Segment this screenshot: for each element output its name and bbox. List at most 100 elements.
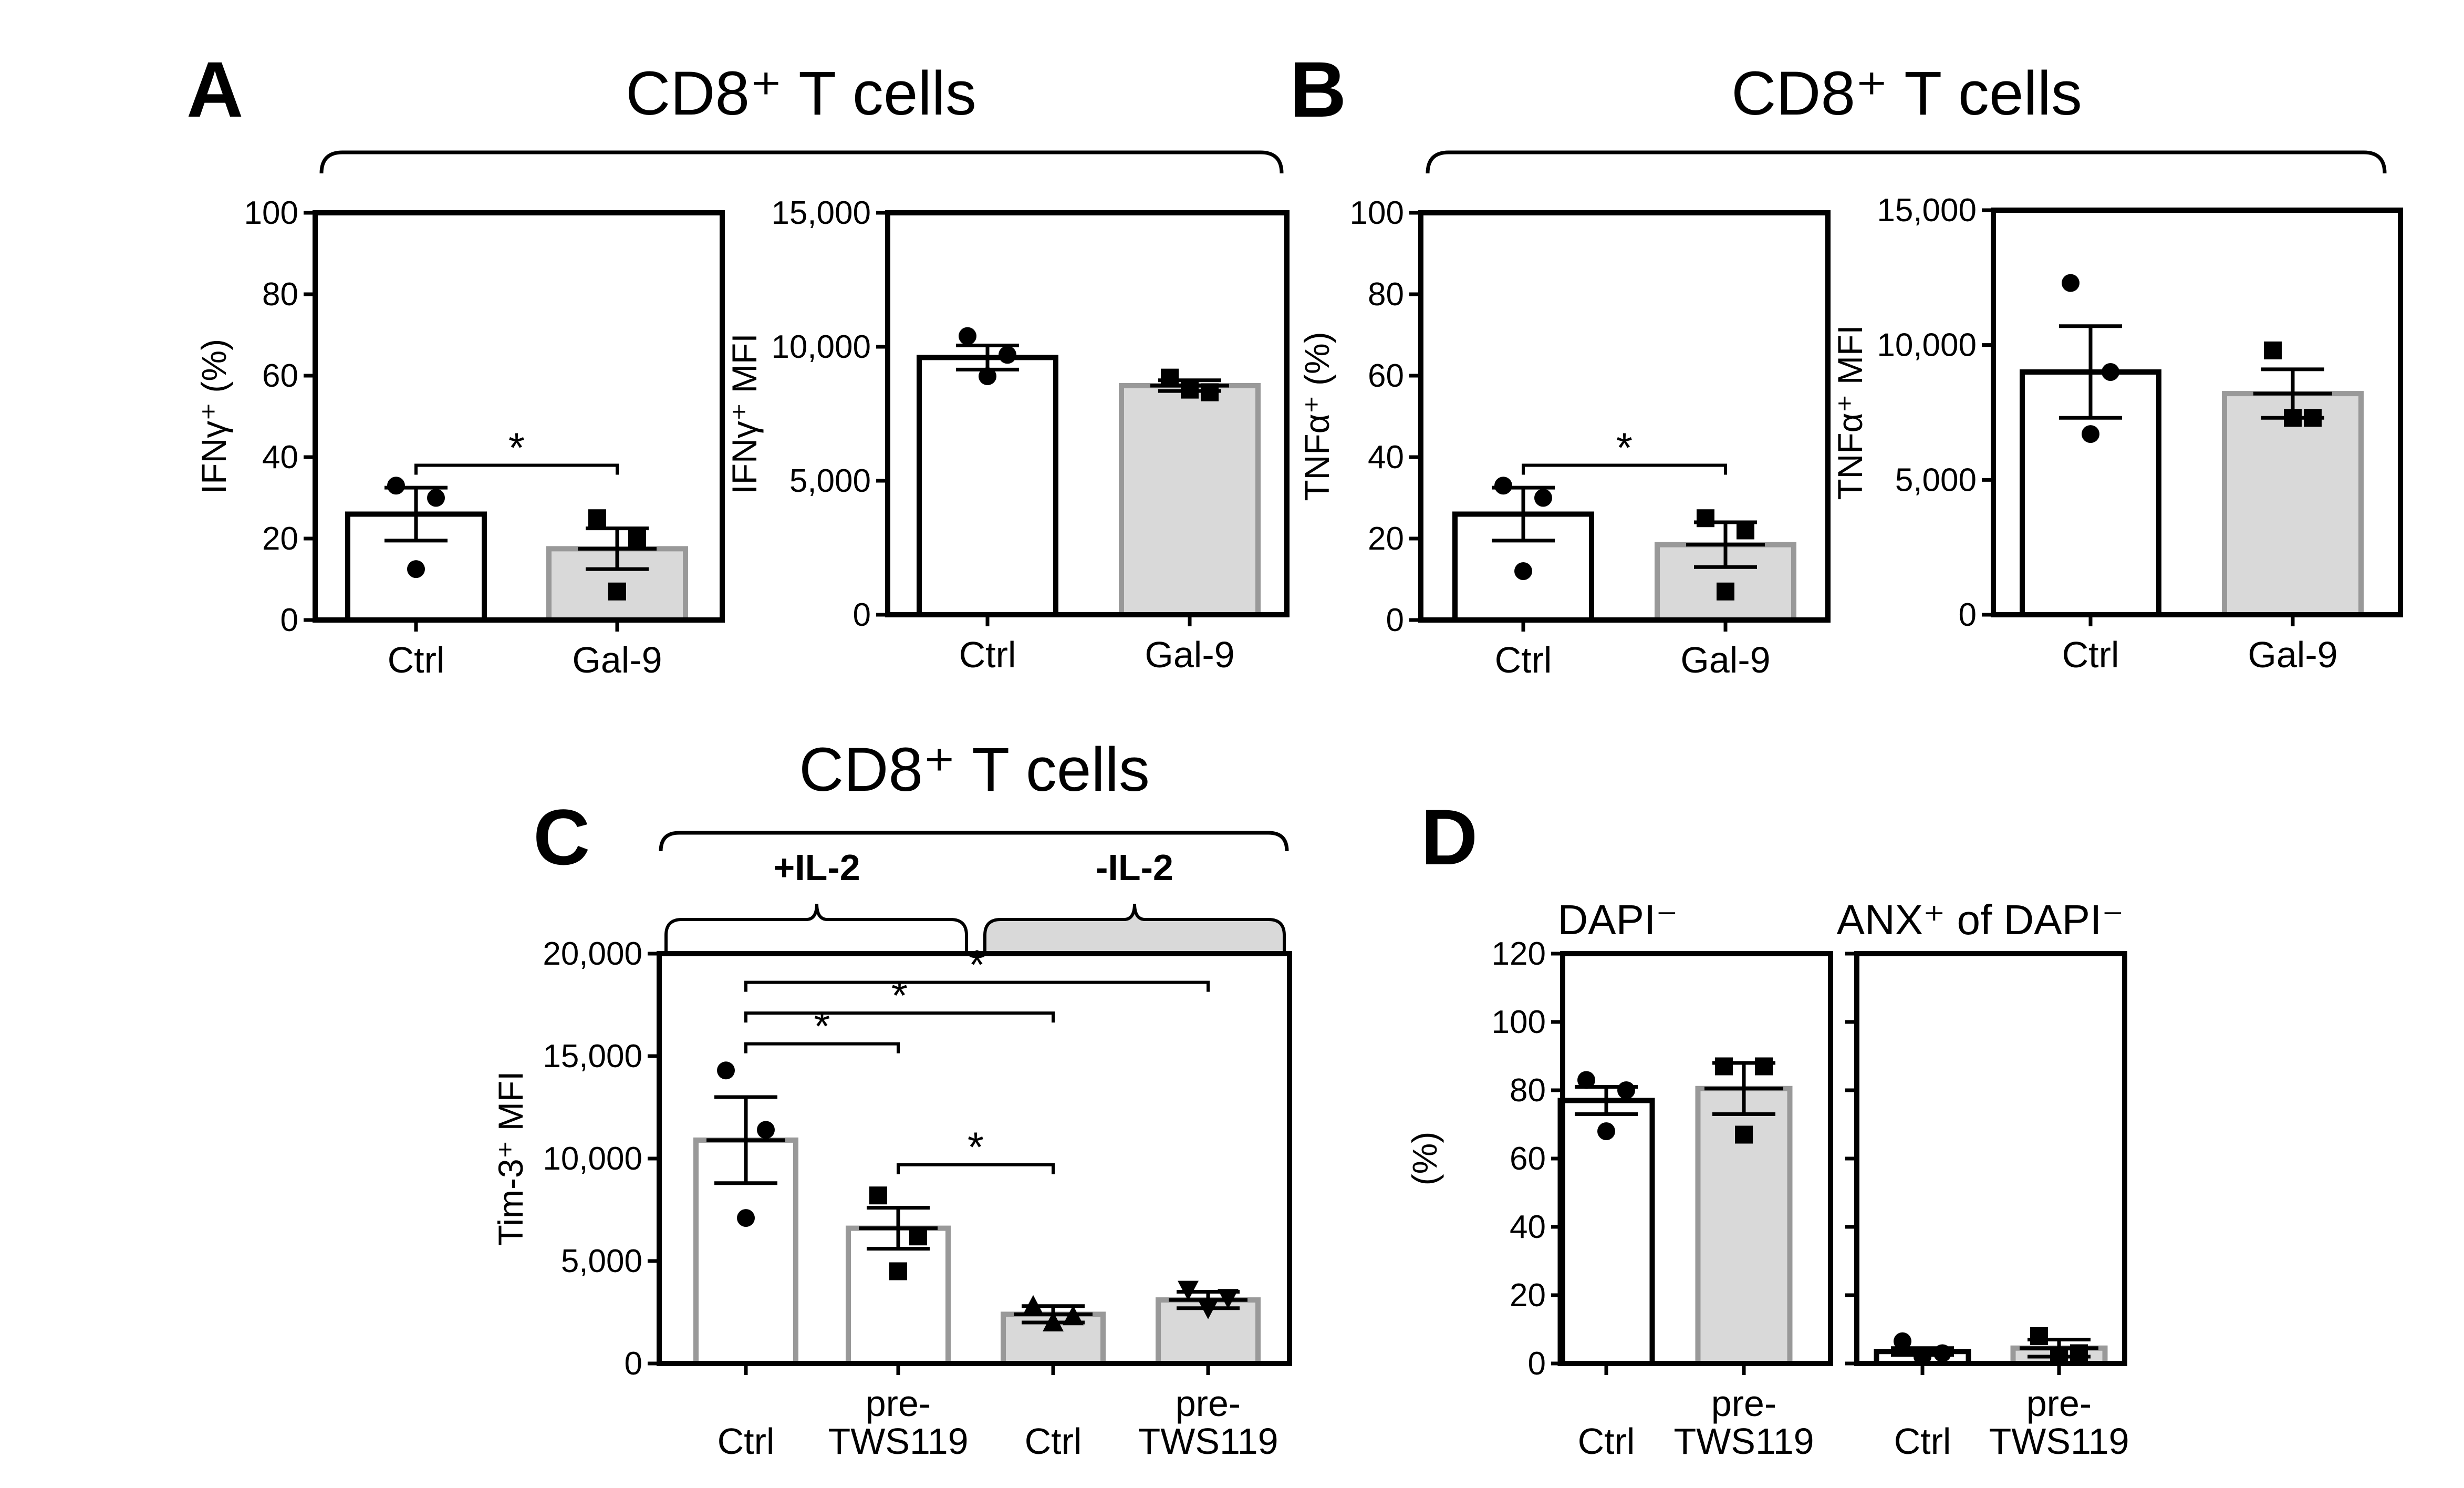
bar xyxy=(2020,369,2161,617)
title-panel-b: CD8⁺ T cells xyxy=(1731,59,2082,128)
significance-star: * xyxy=(1616,425,1633,471)
data-point xyxy=(737,1209,755,1227)
chart-a2: 0 5,000 10,000 15,000 Ctrl Gal-9 IFNγ⁺ MFI xyxy=(725,195,1290,675)
y-tick-label: 40 xyxy=(1368,439,1404,476)
data-point xyxy=(1514,562,1532,580)
plot-frame xyxy=(1418,210,1831,623)
significance-bracket xyxy=(414,463,619,475)
y-tick-label: 80 xyxy=(1510,1072,1546,1109)
bar xyxy=(2222,391,2364,617)
significance-star: * xyxy=(814,1003,830,1050)
y-axis-label: Tim-3⁺ MFI xyxy=(491,1071,530,1246)
data-point xyxy=(387,477,405,495)
x-category-label: Gal-9 xyxy=(1145,634,1234,675)
chart-b2: 0 5,000 10,000 15,000 Ctrl Gal-9 TNFα⁺ MFI xyxy=(1831,192,2403,675)
bracket-panel-c-all xyxy=(659,831,1289,852)
x-category-label: Gal-9 xyxy=(572,639,662,680)
y-tick-label: 0 xyxy=(1528,1346,1546,1382)
plot-frame xyxy=(313,210,725,623)
group-label-minus-il2: -IL-2 xyxy=(1096,847,1173,888)
y-tick-label: 5,000 xyxy=(789,463,871,499)
data-point xyxy=(2030,1327,2048,1345)
x-category-label: pre- xyxy=(2026,1383,2092,1424)
x-category-label: Ctrl xyxy=(388,639,445,680)
y-tick-label: 10,000 xyxy=(1877,327,1977,364)
y-tick-label: 100 xyxy=(244,195,298,231)
title-d-left: DAPI⁻ xyxy=(1558,896,1678,943)
x-category-label: Gal-9 xyxy=(1680,639,1770,680)
y-tick-label: 10,000 xyxy=(771,329,871,365)
data-point xyxy=(757,1121,775,1139)
data-point xyxy=(1914,1348,1931,1366)
x-category-label: TWS119 xyxy=(1138,1421,1278,1462)
y-tick-label: 80 xyxy=(262,276,298,313)
data-point xyxy=(999,346,1016,364)
data-point xyxy=(2284,409,2302,427)
y-axis-label: (%) xyxy=(1405,1132,1444,1186)
x-category-label: Ctrl xyxy=(959,634,1016,675)
data-point xyxy=(1735,1125,1753,1144)
y-tick-label: 0 xyxy=(1386,602,1404,638)
data-point xyxy=(2070,1344,2088,1362)
chart-d1: 0 20 40 60 80 100 120 Ctrl pre-TWS119 (%) xyxy=(1405,936,1833,1462)
data-point xyxy=(1933,1344,1951,1362)
y-tick-label: 15,000 xyxy=(771,195,871,231)
data-point xyxy=(628,530,646,547)
title-panel-c: CD8⁺ T cells xyxy=(799,735,1150,804)
y-tick-label: 5,000 xyxy=(561,1243,642,1279)
x-category-label: TWS119 xyxy=(1673,1421,1814,1462)
y-tick-label: 0 xyxy=(625,1346,642,1382)
data-point xyxy=(959,327,976,345)
x-category-label: Ctrl xyxy=(1578,1421,1635,1462)
data-point xyxy=(2050,1348,2068,1366)
data-point xyxy=(1043,1311,1064,1331)
charts-layer: 0 20 40 60 80 100 Ctrl Gal-9 IFNγ⁺ (%) * 0 5,000 10,… xyxy=(194,192,2403,1462)
data-point xyxy=(1494,477,1512,495)
data-point xyxy=(2304,409,2322,427)
bar xyxy=(917,355,1058,618)
plot-frame xyxy=(1991,208,2403,617)
data-point xyxy=(1577,1071,1595,1089)
panel-letter-a: A xyxy=(186,45,243,133)
data-point xyxy=(1198,1299,1219,1319)
data-point xyxy=(588,509,606,528)
y-tick-label: 0 xyxy=(280,602,298,638)
data-point xyxy=(2062,274,2080,292)
x-category-label: pre- xyxy=(1711,1383,1776,1424)
significance-bracket xyxy=(744,1011,1055,1023)
data-point xyxy=(2264,341,2282,359)
x-category-label: Ctrl xyxy=(1025,1421,1082,1462)
y-tick-label: 15,000 xyxy=(543,1038,642,1074)
x-category-label: pre- xyxy=(866,1383,931,1424)
bar xyxy=(1119,383,1261,617)
data-point xyxy=(2102,363,2119,381)
data-point xyxy=(1181,380,1199,399)
data-point xyxy=(717,1061,735,1080)
data-point xyxy=(1534,489,1552,507)
bracket-plus-il2 xyxy=(664,903,968,954)
y-tick-label: 10,000 xyxy=(543,1141,642,1177)
significance-bracket xyxy=(897,1163,1055,1174)
y-tick-label: 60 xyxy=(262,358,298,394)
data-point xyxy=(1715,1057,1733,1076)
data-point xyxy=(1063,1305,1084,1326)
significance-bracket xyxy=(744,980,1210,992)
y-tick-label: 5,000 xyxy=(1895,462,1977,498)
bracket-panel-b xyxy=(1426,150,2387,174)
y-tick-label: 15,000 xyxy=(1877,192,1977,229)
y-tick-label: 20,000 xyxy=(543,936,642,972)
data-point xyxy=(608,582,626,601)
data-point xyxy=(1617,1081,1635,1099)
y-tick-label: 20 xyxy=(1368,521,1404,557)
panel-letter-c: C xyxy=(533,793,590,881)
y-tick-label: 40 xyxy=(262,439,298,476)
data-point xyxy=(1178,1280,1199,1301)
y-tick-label: 0 xyxy=(1959,597,1977,633)
data-point xyxy=(427,489,445,507)
y-tick-label: 120 xyxy=(1492,936,1546,972)
data-point xyxy=(2082,425,2099,443)
x-category-label: Ctrl xyxy=(1495,639,1552,680)
bar xyxy=(1557,1098,1655,1366)
data-point xyxy=(909,1227,927,1246)
